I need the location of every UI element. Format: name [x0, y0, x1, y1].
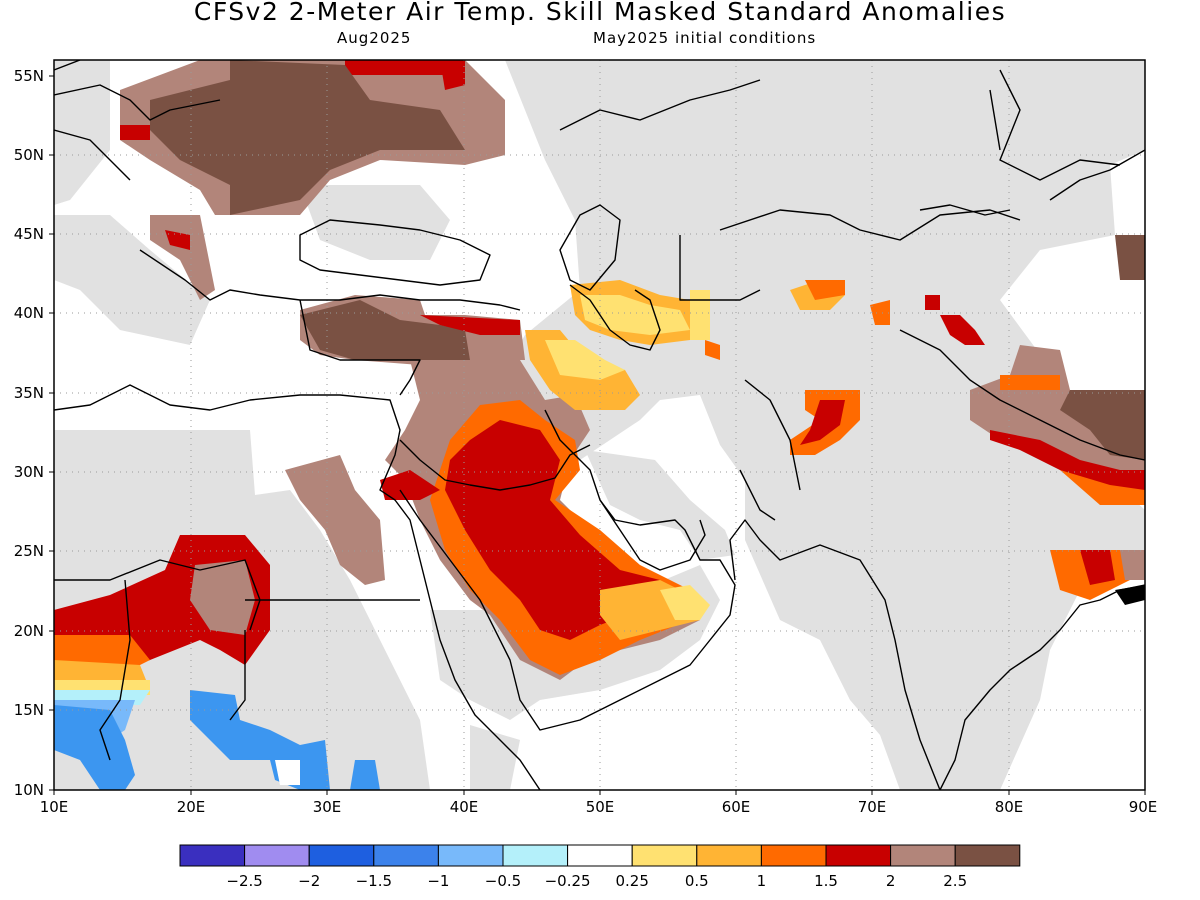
lat-label: 30N	[14, 463, 44, 481]
lat-label: 40N	[14, 304, 44, 322]
colorbar-label: −1.5	[356, 872, 392, 890]
colorbar-swatch	[308, 844, 375, 867]
arabia-warm	[380, 330, 710, 680]
colorbar-swatch	[373, 844, 439, 867]
colorbar-label: −2	[298, 872, 320, 890]
bay-of-bengal-mark	[1115, 585, 1145, 605]
lon-label: 10E	[40, 798, 69, 816]
colorbar-swatch	[890, 844, 956, 867]
sahel-cool	[54, 690, 380, 790]
colorbar-label: −0.5	[485, 872, 521, 890]
colorbar-swatch	[567, 844, 633, 867]
colorbar-swatch	[179, 844, 246, 867]
central-asia-warm	[790, 280, 985, 345]
lon-label: 30E	[313, 798, 342, 816]
colorbar-swatch	[760, 844, 827, 867]
colorbar-swatch	[437, 844, 504, 867]
lat-label: 10N	[14, 781, 44, 799]
mask-horn	[470, 725, 520, 790]
lat-label: 35N	[14, 384, 44, 402]
colorbar-swatch	[696, 844, 762, 867]
colorbar-swatch	[502, 844, 569, 867]
colorbar-swatch	[954, 844, 1021, 867]
colorbar-swatch	[244, 844, 310, 867]
valid-month-label: Aug2025	[337, 29, 412, 47]
colorbar-label: 0.25	[615, 872, 648, 890]
lon-label: 80E	[995, 798, 1024, 816]
lat-label: 25N	[14, 542, 44, 560]
lon-label: 40E	[450, 798, 479, 816]
europe-warm	[120, 60, 505, 300]
turkey-warm	[300, 295, 525, 365]
lon-label: 50E	[586, 798, 615, 816]
colorbar-label: 1.5	[814, 872, 838, 890]
colorbar-label: 2.5	[943, 872, 967, 890]
lat-label: 45N	[14, 225, 44, 243]
lon-label: 70E	[858, 798, 887, 816]
lat-label: 50N	[14, 146, 44, 164]
colorbar-label: 0.5	[685, 872, 709, 890]
lon-axis-labels: 10E 20E 30E 40E 50E 60E 70E 80E 90E	[40, 798, 1158, 816]
mask-black-sea-north	[300, 185, 450, 260]
pakistan-warm	[790, 390, 860, 455]
colorbar-swatch	[631, 844, 698, 867]
mask-central-med	[54, 215, 210, 345]
colorbar-swatch	[825, 844, 892, 867]
lat-label: 55N	[14, 67, 44, 85]
lat-label: 20N	[14, 622, 44, 640]
coastlines	[54, 60, 1145, 790]
initial-conditions-label: May2025 initial conditions	[593, 29, 817, 47]
lat-axis-labels: 10N 15N 20N 25N 30N 35N 40N 45N 50N 55N	[14, 67, 44, 799]
colorbar-label: −2.5	[226, 872, 262, 890]
tibet-warm	[970, 235, 1145, 600]
colorbar-label: −0.25	[545, 872, 591, 890]
lon-label: 60E	[722, 798, 751, 816]
axis-ticks	[49, 75, 1146, 795]
lon-label: 20E	[177, 798, 206, 816]
colorbar-label: −1	[427, 872, 449, 890]
colorbar-label: 1	[757, 872, 767, 890]
lat-label: 15N	[14, 701, 44, 719]
sahara-warm	[54, 455, 385, 695]
colorbar-label: 2	[886, 872, 896, 890]
mask-gulf-coast	[585, 450, 735, 560]
mask-nw-europe	[54, 60, 110, 205]
colorbar: −2.5 −2 −1.5 −1 −0.5 −0.25 0.25 0.5 1 1.5 2 2.5	[179, 844, 1021, 890]
chart-title: CFSv2 2-Meter Air Temp. Skill Masked Sta…	[193, 0, 1007, 26]
lon-label: 90E	[1129, 798, 1158, 816]
map-fields	[54, 60, 1145, 790]
